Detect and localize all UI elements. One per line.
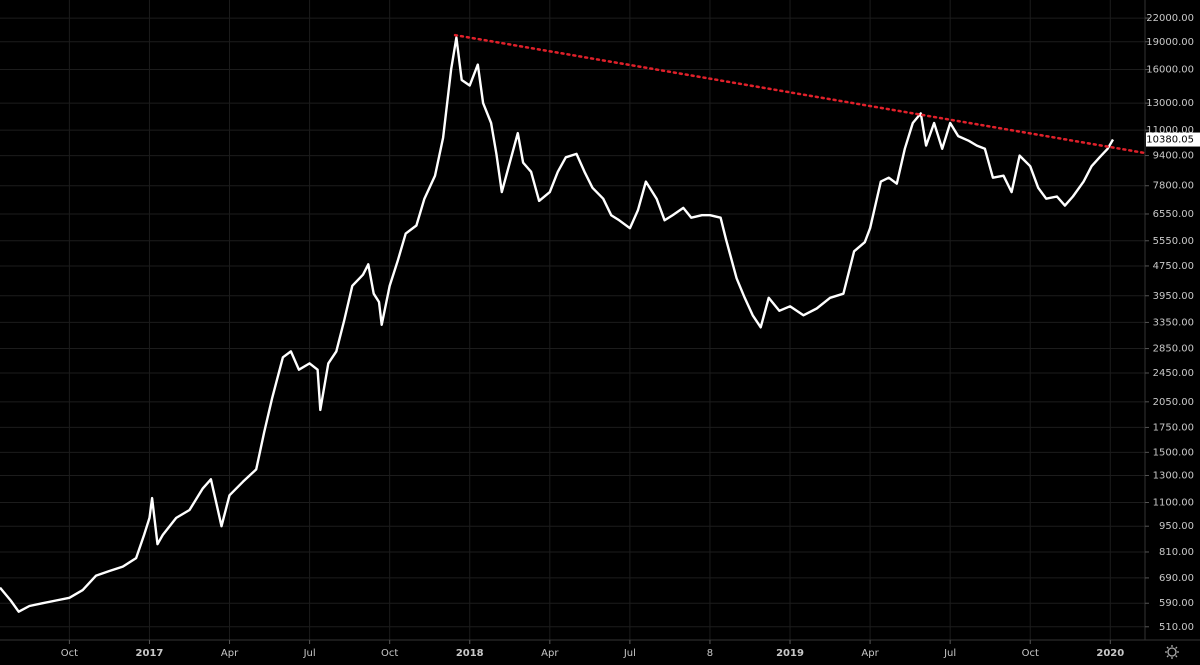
x-tick-label: Jul	[623, 648, 636, 659]
y-tick-label: 690.00	[1159, 573, 1194, 584]
y-tick-label: 1750.00	[1153, 422, 1194, 433]
x-tick-label: Oct	[61, 648, 78, 659]
y-tick-label: 4750.00	[1153, 261, 1194, 272]
x-tick-label: 2018	[456, 648, 484, 659]
y-tick-label: 590.00	[1159, 598, 1194, 609]
x-tick-label: Apr	[221, 648, 239, 659]
y-tick-label: 1100.00	[1153, 497, 1194, 508]
y-tick-label: 1500.00	[1153, 447, 1194, 458]
settings-icon[interactable]	[1165, 645, 1179, 659]
y-tick-label: 2450.00	[1153, 368, 1194, 379]
y-tick-label: 22000.00	[1146, 13, 1194, 24]
x-tick-label: Jul	[943, 648, 956, 659]
y-tick-label: 16000.00	[1146, 65, 1194, 76]
y-tick-label: 6550.00	[1153, 209, 1194, 220]
x-tick-label: 8	[707, 648, 713, 659]
y-tick-label: 3950.00	[1153, 291, 1194, 302]
y-tick-label: 3350.00	[1153, 317, 1194, 328]
x-tick-label: Apr	[861, 648, 879, 659]
y-tick-label: 19000.00	[1146, 37, 1194, 48]
y-tick-label: 11000.00	[1146, 125, 1194, 136]
y-tick-label: 2050.00	[1153, 397, 1194, 408]
x-tick-label: 2017	[136, 648, 164, 659]
last-price-box	[1146, 132, 1200, 147]
y-tick-label: 810.00	[1159, 547, 1194, 558]
x-tick-label: Oct	[1022, 648, 1039, 659]
x-tick-label: Jul	[303, 648, 316, 659]
y-tick-label: 5550.00	[1153, 236, 1194, 247]
x-tick-label: Oct	[381, 648, 398, 659]
last-price-label: 10380.05	[1146, 135, 1194, 146]
y-tick-label: 1300.00	[1153, 470, 1194, 481]
y-tick-label: 7800.00	[1153, 181, 1194, 192]
trendline	[453, 33, 1147, 155]
y-tick-label: 510.00	[1159, 622, 1194, 633]
y-tick-label: 2850.00	[1153, 344, 1194, 355]
x-tick-label: Apr	[541, 648, 559, 659]
price-line	[0, 36, 1115, 613]
y-tick-label: 9400.00	[1153, 151, 1194, 162]
y-tick-label: 13000.00	[1146, 98, 1194, 109]
x-tick-label: 2019	[776, 648, 804, 659]
y-tick-label: 950.00	[1159, 521, 1194, 532]
x-tick-label: 2020	[1096, 648, 1124, 659]
